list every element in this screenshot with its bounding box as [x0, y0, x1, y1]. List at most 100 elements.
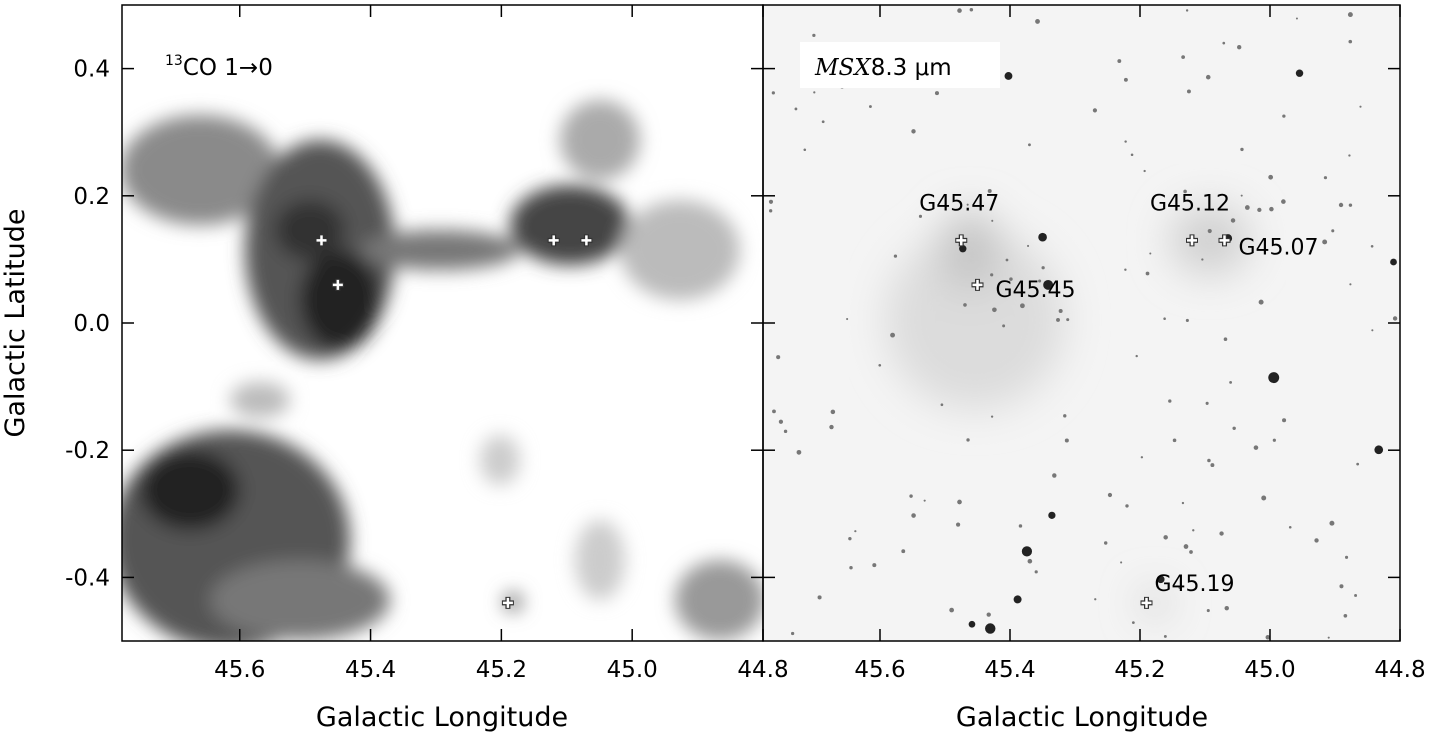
star	[772, 409, 776, 414]
star	[849, 565, 853, 570]
marker-cross	[316, 235, 327, 246]
star	[813, 91, 816, 94]
star	[1064, 438, 1069, 443]
x-tick-label: 44.8	[1374, 657, 1425, 683]
star	[959, 245, 967, 253]
star	[1004, 72, 1013, 80]
star	[968, 620, 976, 628]
star	[1103, 541, 1108, 545]
title-main: 8.3 μm	[871, 55, 952, 81]
title-box	[800, 42, 1000, 88]
star	[1222, 41, 1226, 45]
panel-title: MSX8.3 μm	[814, 55, 952, 81]
star	[1009, 277, 1013, 281]
marker-cross	[548, 235, 559, 246]
star	[911, 513, 916, 518]
star	[1240, 194, 1243, 197]
star	[1219, 531, 1224, 536]
star	[992, 307, 997, 313]
x-tick-label: 45.2	[1114, 657, 1165, 683]
source-marker	[955, 234, 968, 247]
star	[1269, 206, 1274, 212]
marker-cross	[1219, 235, 1230, 246]
star	[1130, 153, 1134, 157]
star	[1034, 570, 1038, 574]
co-map	[122, 5, 763, 641]
marker-cross	[1141, 597, 1152, 608]
x-tick-label: 45.4	[345, 657, 396, 683]
star	[1020, 303, 1025, 309]
star	[1257, 207, 1262, 212]
star	[768, 199, 774, 204]
star	[1348, 154, 1351, 157]
x-tick-label: 45.4	[984, 657, 1035, 683]
star	[949, 607, 954, 613]
star	[1370, 244, 1374, 248]
star	[1066, 318, 1070, 322]
star	[1021, 546, 1033, 557]
star	[1124, 268, 1127, 271]
marker-cross	[956, 235, 967, 246]
star	[1172, 438, 1177, 443]
y-tick-label: -0.4	[65, 565, 110, 591]
star	[794, 107, 798, 111]
star	[1282, 114, 1286, 118]
star	[909, 494, 913, 498]
star	[817, 595, 822, 600]
star	[986, 612, 991, 617]
x-axis-label: Galactic Longitude	[956, 702, 1208, 733]
star	[1123, 77, 1128, 82]
star	[1265, 635, 1271, 640]
star	[1035, 18, 1040, 24]
star	[963, 303, 967, 307]
source-marker	[1218, 234, 1231, 247]
marker-cross	[502, 597, 513, 608]
x-tick-label: 44.8	[737, 657, 788, 683]
star	[868, 105, 872, 108]
star	[1052, 473, 1057, 478]
star	[1205, 401, 1209, 405]
star	[1348, 39, 1353, 44]
star	[955, 522, 961, 527]
x-tick-label: 45.2	[476, 657, 527, 683]
star	[854, 530, 857, 533]
star	[985, 623, 996, 634]
star	[901, 549, 906, 554]
star	[1063, 414, 1067, 418]
star	[1140, 456, 1144, 459]
star	[872, 563, 877, 568]
star	[923, 499, 926, 502]
star	[812, 33, 816, 37]
title-italic: MSX	[814, 55, 872, 81]
x-tick-label: 45.0	[607, 657, 658, 683]
source-label: G45.45	[996, 278, 1076, 303]
star	[1392, 316, 1398, 321]
star	[1143, 169, 1146, 173]
star	[1117, 59, 1122, 63]
x-tick-label: 45.0	[1244, 657, 1295, 683]
star	[957, 499, 962, 505]
star	[1322, 239, 1328, 245]
star	[778, 419, 784, 424]
star	[803, 148, 807, 152]
marker-cross	[581, 235, 592, 246]
star	[1314, 538, 1319, 543]
title-sup: 13	[165, 53, 183, 69]
star	[1327, 636, 1330, 639]
star	[1131, 621, 1135, 624]
star	[771, 91, 775, 95]
star	[1349, 283, 1352, 286]
star	[1168, 399, 1172, 403]
star	[1181, 55, 1185, 59]
star	[1058, 309, 1063, 314]
star	[1163, 317, 1166, 320]
star	[1343, 613, 1348, 618]
star	[1038, 279, 1042, 283]
marker-cross	[332, 279, 343, 290]
star	[893, 254, 898, 258]
star	[1185, 9, 1189, 12]
star	[934, 91, 940, 96]
star	[1345, 555, 1349, 559]
star	[990, 273, 994, 277]
